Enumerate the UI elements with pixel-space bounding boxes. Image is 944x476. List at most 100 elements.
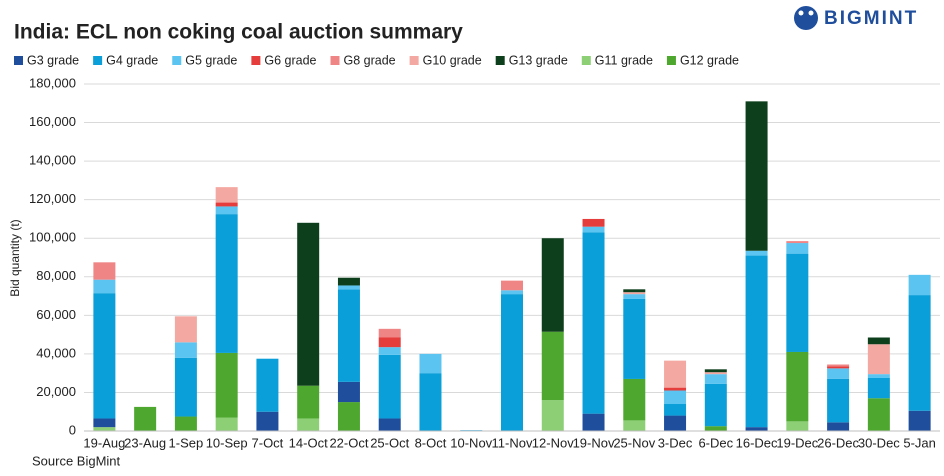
legend-swatch <box>581 56 591 65</box>
y-tick-label: 60,000 <box>36 307 76 322</box>
bar-segment <box>582 218 605 227</box>
legend-swatch <box>93 56 103 65</box>
bar-segment <box>786 421 809 431</box>
legend-swatch <box>330 56 340 65</box>
y-tick-label: 20,000 <box>36 384 76 399</box>
bar-segment <box>867 377 890 399</box>
logo-icon-dot <box>798 10 804 16</box>
legend-swatch <box>666 56 676 65</box>
x-tick-label: 3-Dec <box>658 435 693 450</box>
bar-segment <box>174 357 197 417</box>
bar-segment <box>256 411 279 431</box>
x-tick-label: 11-Nov <box>492 435 533 450</box>
bar-segment <box>174 416 197 431</box>
bar-segment <box>501 280 523 291</box>
y-tick-label: 160,000 <box>29 114 76 129</box>
bar-segment <box>664 390 687 405</box>
bar-segment <box>541 331 564 401</box>
bar-segment <box>541 238 564 332</box>
legend-swatch <box>495 56 505 65</box>
bar-segment <box>501 294 523 431</box>
bar-segment <box>215 206 238 215</box>
bar-segment <box>786 351 809 422</box>
bar-segment <box>827 378 850 423</box>
bar-segment <box>134 406 157 431</box>
legend-label: G5 grade <box>185 53 237 67</box>
bar-segment <box>623 420 646 431</box>
legend-label: G11 grade <box>595 53 653 67</box>
x-tick-label: 23-Aug <box>124 435 166 450</box>
bar-segment <box>93 262 116 280</box>
bar-segment <box>704 374 727 384</box>
bar-segment <box>93 293 116 419</box>
bar-segment <box>378 347 401 355</box>
bar-segment <box>623 378 646 421</box>
bar-segment <box>297 418 320 431</box>
bar-segment <box>745 250 768 256</box>
legend-label: G12 grade <box>680 53 739 67</box>
bar-segment <box>704 426 727 431</box>
bar-segment <box>378 354 401 419</box>
bar-segment <box>337 277 360 286</box>
bar-segment <box>93 279 116 294</box>
bar-segment <box>745 255 768 428</box>
x-tick-label: 25-Oct <box>370 435 409 450</box>
y-tick-label: 100,000 <box>29 230 76 245</box>
bar-segment <box>215 352 238 418</box>
chart-title: India: ECL non coking coal auction summa… <box>14 21 463 44</box>
bar-segment <box>378 418 401 431</box>
bar-segment <box>664 360 687 388</box>
x-tick-label: 12-Nov <box>532 435 574 450</box>
bar-segment <box>93 427 116 431</box>
legend-swatch <box>409 56 419 65</box>
legend-label: G10 grade <box>423 53 482 67</box>
bar-segment <box>215 187 238 203</box>
y-tick-label: 180,000 <box>29 75 76 90</box>
bar-segment <box>704 372 727 375</box>
legend-label: G3 grade <box>27 53 79 67</box>
x-tick-label: 5-Jan <box>903 435 936 450</box>
x-tick-label: 19-Dec <box>776 435 818 450</box>
logo-text: BIGMINT <box>824 8 918 29</box>
x-tick-label: 25-Nov <box>613 435 655 450</box>
bar-segment <box>867 337 890 345</box>
bar-segment <box>174 342 197 358</box>
x-tick-label: 19-Aug <box>83 435 125 450</box>
legend-swatch <box>172 56 182 65</box>
bar-segment <box>827 422 850 431</box>
x-tick-label: 6-Dec <box>698 435 733 450</box>
bar-segment <box>704 369 727 373</box>
bar-segment <box>337 402 360 431</box>
x-tick-label: 10-Nov <box>450 435 492 450</box>
bar-segment <box>664 415 687 431</box>
logo: BIGMINT <box>794 6 918 30</box>
bar-segment <box>827 364 850 367</box>
bar-segment <box>908 410 931 431</box>
y-tick-label: 80,000 <box>36 268 76 283</box>
source-note: Source BigMint <box>32 453 121 468</box>
legend-label: G6 grade <box>264 53 316 67</box>
y-tick-label: 120,000 <box>29 191 76 206</box>
bar-segment <box>786 243 809 254</box>
bar-segment <box>378 328 401 338</box>
bar-segment <box>623 292 646 295</box>
legend-label: G4 grade <box>106 53 158 67</box>
bar-segment <box>582 226 605 233</box>
bar-segment <box>337 285 360 290</box>
x-tick-label: 7-Oct <box>252 435 284 450</box>
bar-segment <box>501 290 523 295</box>
x-tick-label: 16-Dec <box>736 435 778 450</box>
x-tick-label: 10-Sep <box>206 435 248 450</box>
bar-segment <box>867 344 890 375</box>
bar-segment <box>745 101 768 251</box>
bar-segment <box>215 417 238 431</box>
bar-segment <box>664 404 687 416</box>
x-tick-label: 1-Sep <box>169 435 204 450</box>
bar-segment <box>419 373 442 431</box>
bar-segment <box>867 374 890 378</box>
logo-icon-dot <box>808 10 814 16</box>
bar-segment <box>786 253 809 352</box>
bar-segment <box>623 294 646 299</box>
bar-segment <box>664 387 687 391</box>
